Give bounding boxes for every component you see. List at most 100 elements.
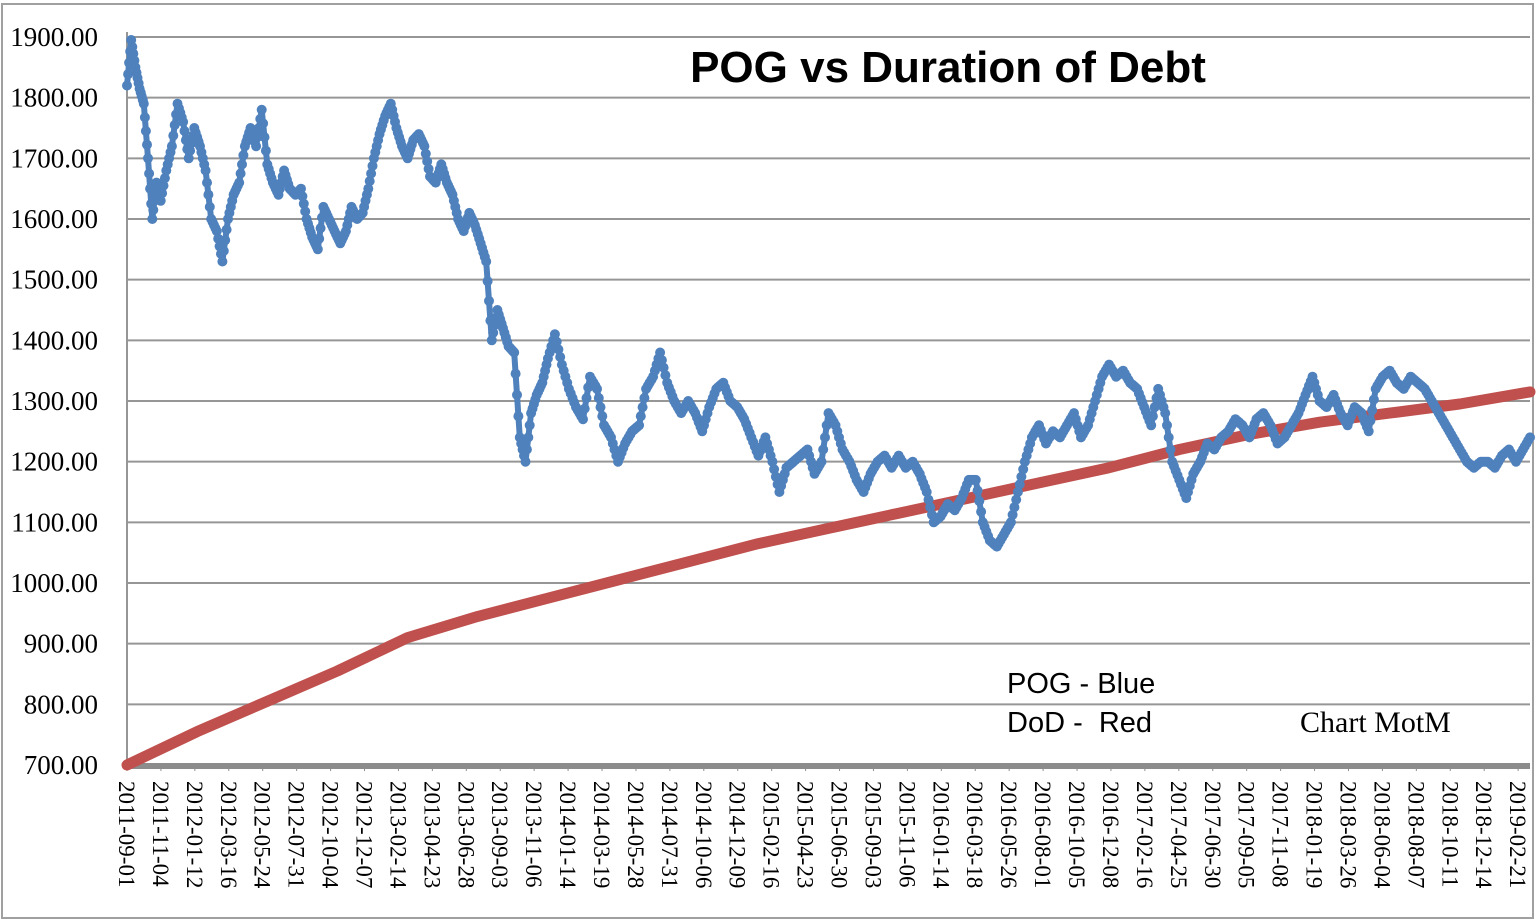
x-tick-label: 2017-06-30	[1200, 781, 1225, 888]
pog-marker	[297, 191, 308, 202]
pog-marker	[157, 188, 168, 199]
y-tick-label: 700.00	[24, 750, 98, 780]
pog-marker	[220, 235, 231, 246]
pog-marker	[521, 444, 532, 455]
pog-marker	[1163, 432, 1174, 443]
pog-marker	[488, 327, 499, 338]
pog-marker	[235, 168, 246, 179]
pog-marker	[259, 132, 270, 143]
pog-marker	[972, 485, 983, 496]
pog-marker	[144, 168, 155, 179]
pog-marker	[1365, 415, 1376, 426]
x-tick-label: 2018-10-11	[1437, 781, 1462, 887]
pog-marker	[314, 233, 325, 244]
pog-marker	[1146, 420, 1157, 431]
pog-marker	[767, 456, 778, 467]
x-tick-label: 2015-11-06	[894, 781, 919, 887]
x-tick-label: 2014-12-09	[725, 781, 750, 888]
pog-marker	[1367, 405, 1378, 416]
pog-marker	[298, 198, 309, 209]
pog-marker	[923, 494, 934, 505]
y-tick-label: 1300.00	[10, 386, 98, 416]
pog-marker	[217, 256, 228, 267]
pog-marker	[363, 183, 374, 194]
pog-marker	[211, 226, 222, 237]
pog-marker	[1011, 494, 1022, 505]
pog-marker	[143, 153, 153, 164]
pog-marker	[1009, 502, 1020, 513]
pog-marker	[769, 464, 780, 475]
pog-marker	[1160, 408, 1171, 419]
x-tick-label: 2014-07-31	[657, 781, 682, 888]
x-tick-label: 2015-02-16	[759, 781, 784, 888]
pog-marker	[520, 456, 531, 467]
pog-marker	[148, 204, 159, 215]
pog-marker	[204, 201, 215, 212]
pog-marker	[595, 402, 606, 413]
pog-marker	[555, 352, 566, 362]
pog-marker	[1147, 411, 1158, 422]
x-tick-label: 2016-12-08	[1098, 781, 1123, 888]
pog-marker	[203, 189, 214, 200]
pog-marker	[634, 420, 645, 431]
pog-marker	[482, 276, 493, 287]
x-tick-label: 2012-10-04	[318, 781, 343, 889]
pog-marker	[218, 245, 229, 256]
y-tick-label: 1900.00	[10, 22, 98, 52]
pog-marker	[970, 474, 981, 485]
x-tick-label: 2012-05-24	[250, 781, 275, 889]
y-tick-label: 1200.00	[10, 447, 98, 477]
y-tick-label: 1500.00	[10, 265, 98, 295]
pog-marker	[524, 420, 535, 431]
y-tick-label: 1700.00	[10, 143, 98, 173]
x-tick-label: 2013-06-28	[453, 781, 478, 888]
legend-pog: POG - Blue	[1007, 668, 1155, 700]
pog-marker	[660, 370, 671, 381]
x-tick-label: 2013-09-03	[487, 781, 512, 888]
pog-marker	[512, 389, 522, 400]
x-tick-label: 2017-11-08	[1268, 781, 1293, 887]
pog-marker	[251, 141, 262, 152]
pog-marker	[238, 150, 249, 161]
pog-marker	[925, 502, 936, 513]
pog-marker	[486, 335, 497, 346]
pog-marker	[139, 112, 150, 123]
x-tick-label: 2012-03-16	[216, 781, 241, 888]
pog-marker	[142, 139, 152, 150]
pog-marker	[364, 176, 375, 187]
pog-marker	[1012, 487, 1023, 497]
y-axis-ticks: 700.00 800.00 900.00 1000.00 1100.00 1200.00 1…	[10, 22, 98, 780]
pog-marker	[296, 183, 306, 194]
pog-marker	[818, 444, 829, 455]
x-tick-label: 2013-11-06	[521, 781, 546, 887]
pog-marker	[366, 168, 377, 179]
pog-marker	[419, 141, 430, 152]
pog-marker	[140, 126, 151, 136]
pog-marker	[820, 432, 830, 443]
pog-marker	[553, 344, 564, 355]
pog-marker	[158, 180, 169, 191]
pog-marker	[593, 393, 604, 403]
pog-marker	[551, 336, 562, 347]
pog-marker	[185, 145, 196, 156]
x-tick-label: 2014-10-06	[691, 781, 716, 888]
pog-marker	[183, 153, 194, 164]
pog-marker	[1018, 464, 1029, 475]
y-tick-label: 1400.00	[10, 325, 98, 355]
pog-marker	[256, 104, 267, 115]
x-tick-label: 2016-08-01	[1030, 781, 1055, 888]
x-tick-label: 2012-07-31	[284, 781, 309, 888]
x-tick-label: 2015-04-23	[793, 781, 818, 888]
pog-marker	[1007, 509, 1018, 520]
pog-marker	[484, 295, 494, 306]
pog-marker	[420, 148, 431, 159]
pog-marker	[122, 80, 132, 91]
pog-marker	[179, 126, 190, 136]
x-axis-ticks: 2011-09-01 2011-11-04 2012-01-12 2012-03-16…	[114, 765, 1530, 889]
pog-marker	[816, 456, 827, 467]
x-tick-label: 2012-01-12	[182, 781, 207, 888]
pog-line	[124, 37, 1533, 550]
pog-marker	[656, 355, 667, 366]
x-tick-label: 2016-10-05	[1064, 781, 1089, 888]
pog-marker	[166, 141, 177, 152]
